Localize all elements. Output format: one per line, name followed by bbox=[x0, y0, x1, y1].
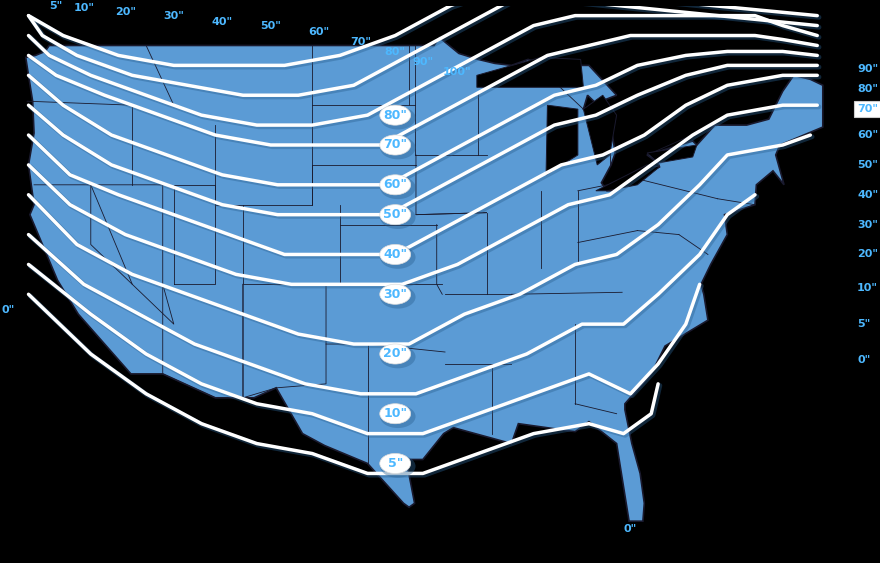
Polygon shape bbox=[546, 105, 578, 175]
Text: 50": 50" bbox=[383, 208, 407, 221]
Text: 80": 80" bbox=[857, 84, 878, 94]
Circle shape bbox=[380, 106, 415, 129]
Text: 10": 10" bbox=[383, 407, 407, 420]
Circle shape bbox=[380, 344, 411, 364]
Polygon shape bbox=[583, 95, 617, 165]
Polygon shape bbox=[477, 57, 583, 87]
Text: 20": 20" bbox=[383, 347, 407, 360]
Circle shape bbox=[380, 204, 411, 225]
Text: 30": 30" bbox=[857, 220, 878, 230]
Text: 60": 60" bbox=[309, 27, 330, 37]
Polygon shape bbox=[647, 145, 697, 163]
Circle shape bbox=[380, 284, 411, 305]
Text: 5": 5" bbox=[49, 1, 62, 11]
Polygon shape bbox=[596, 165, 659, 191]
Circle shape bbox=[380, 244, 411, 265]
Text: 60": 60" bbox=[383, 178, 407, 191]
Circle shape bbox=[380, 404, 411, 424]
Circle shape bbox=[380, 453, 411, 473]
Polygon shape bbox=[26, 38, 823, 521]
Circle shape bbox=[380, 405, 415, 428]
Text: 0": 0" bbox=[624, 524, 637, 534]
Text: 0": 0" bbox=[2, 305, 15, 315]
Text: 80": 80" bbox=[385, 47, 406, 57]
Text: 5": 5" bbox=[387, 457, 403, 470]
Text: 40": 40" bbox=[383, 248, 407, 261]
Text: 40": 40" bbox=[857, 190, 878, 200]
Circle shape bbox=[380, 285, 415, 309]
Text: 0": 0" bbox=[857, 355, 870, 365]
Circle shape bbox=[380, 345, 415, 368]
Circle shape bbox=[380, 136, 415, 159]
Text: 70": 70" bbox=[350, 37, 371, 47]
Text: 90": 90" bbox=[857, 64, 878, 74]
Text: 30": 30" bbox=[383, 288, 407, 301]
Text: 70": 70" bbox=[857, 104, 878, 114]
Text: 50": 50" bbox=[857, 160, 878, 170]
Text: 10": 10" bbox=[73, 3, 94, 13]
Circle shape bbox=[380, 455, 415, 478]
Circle shape bbox=[380, 175, 411, 195]
Text: 60": 60" bbox=[857, 130, 878, 140]
Text: 10": 10" bbox=[857, 283, 878, 293]
Text: 40": 40" bbox=[212, 17, 233, 27]
Circle shape bbox=[380, 206, 415, 229]
Text: 80": 80" bbox=[383, 109, 407, 122]
Text: 20": 20" bbox=[115, 7, 136, 17]
Circle shape bbox=[380, 105, 411, 125]
Text: 20": 20" bbox=[857, 249, 878, 260]
Circle shape bbox=[380, 176, 415, 199]
Text: 90": 90" bbox=[413, 57, 434, 67]
Text: 5": 5" bbox=[857, 319, 870, 329]
Text: 100": 100" bbox=[444, 67, 472, 77]
Circle shape bbox=[380, 245, 415, 269]
Circle shape bbox=[380, 135, 411, 155]
Text: 50": 50" bbox=[260, 21, 281, 31]
Polygon shape bbox=[26, 38, 823, 521]
Text: 70": 70" bbox=[383, 138, 407, 151]
Text: 30": 30" bbox=[164, 11, 184, 21]
